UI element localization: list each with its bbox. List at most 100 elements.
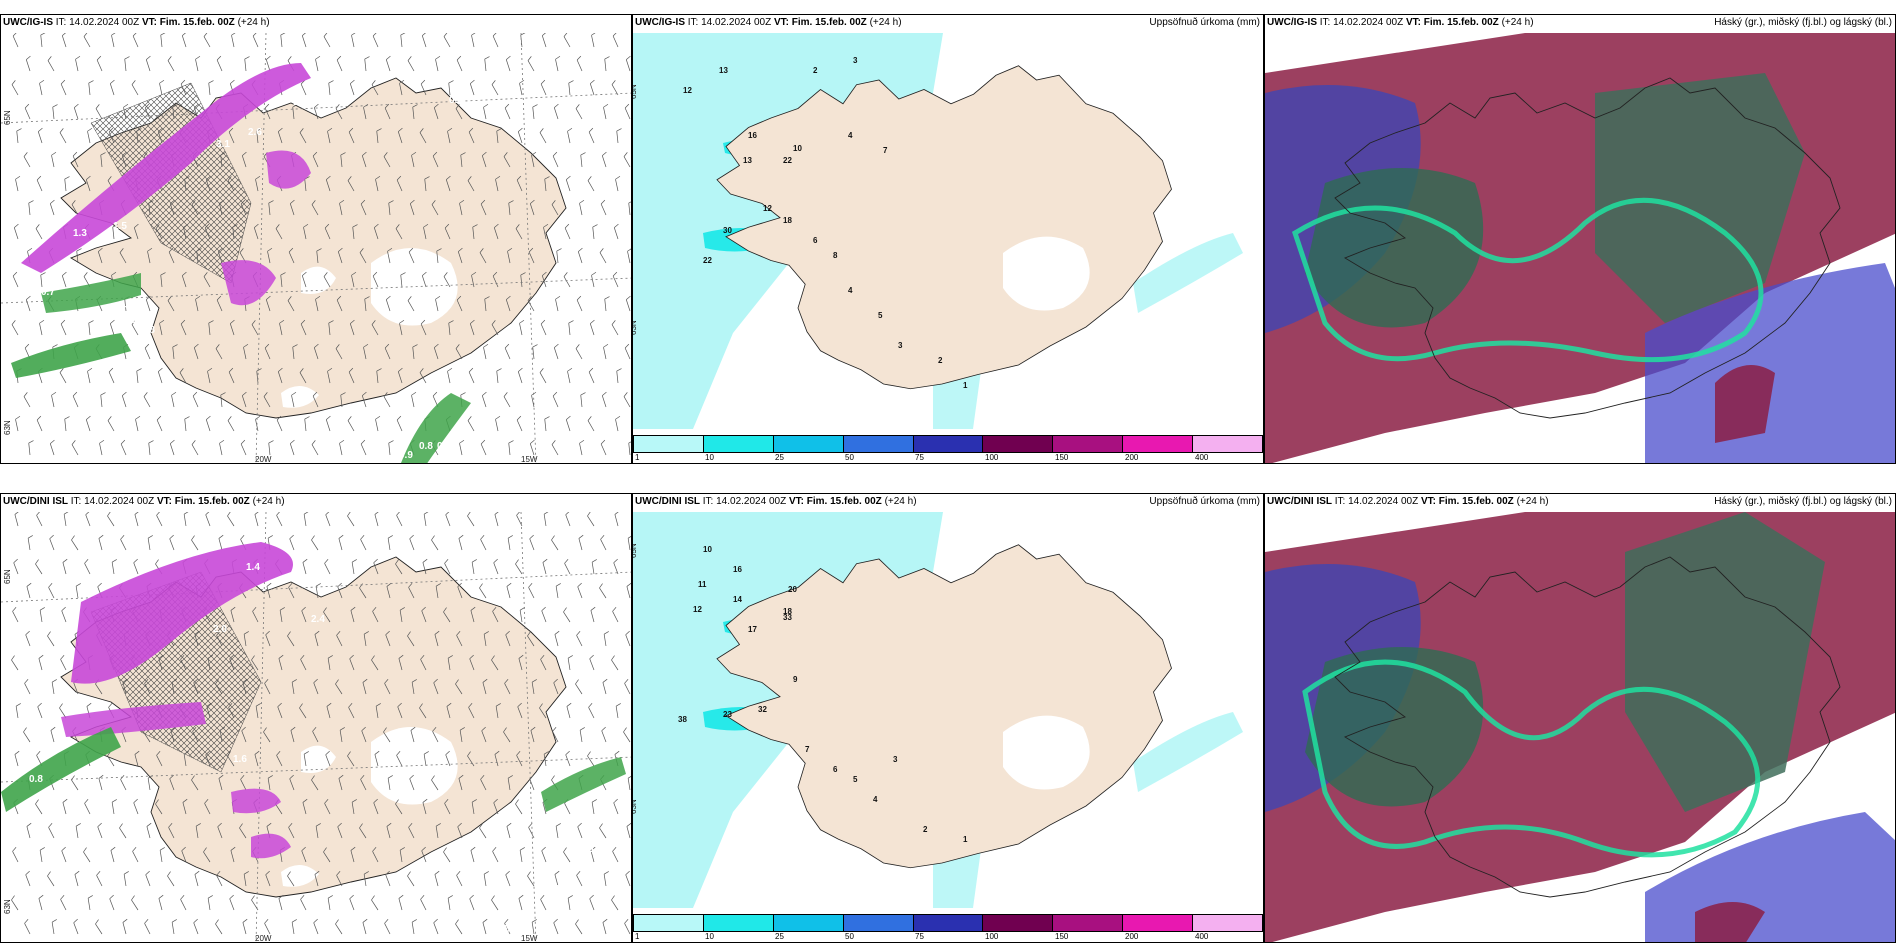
barb-flag <box>541 606 546 612</box>
barb-shaft <box>541 850 547 863</box>
value-label: 1.4 <box>246 562 260 573</box>
wind-barb <box>494 512 500 527</box>
barb-shaft <box>12 35 19 48</box>
wind-barb <box>552 391 559 408</box>
wind-barb <box>555 583 561 599</box>
wind-barb <box>227 176 235 192</box>
barb-flag <box>590 846 596 851</box>
wind-barb <box>480 199 487 216</box>
barb-shaft <box>588 707 595 719</box>
barb-shaft <box>158 658 163 671</box>
barb-shaft <box>207 898 211 911</box>
wind-barb <box>253 223 259 240</box>
barb-flag <box>492 847 497 852</box>
barb-flag <box>159 79 165 84</box>
barb-shaft <box>144 107 151 120</box>
barb-shaft <box>625 634 631 647</box>
barb-shaft <box>435 826 439 839</box>
barb-flag <box>456 631 461 636</box>
barb-flag <box>408 823 413 828</box>
barb-flag <box>395 224 400 229</box>
wind-barb <box>314 630 320 647</box>
wind-barb <box>589 79 595 96</box>
colorbar-segment <box>913 436 984 452</box>
barb-shaft <box>613 227 619 240</box>
barb-shaft <box>111 35 115 48</box>
wind-barb <box>482 678 488 695</box>
barb-shaft <box>287 635 295 647</box>
barb-shaft <box>481 155 487 168</box>
wind-barb <box>145 870 151 887</box>
barb-flag <box>421 846 426 852</box>
wind-barb <box>300 895 307 911</box>
barb-flag <box>287 56 292 61</box>
barb-shaft <box>136 131 139 144</box>
barb-shaft <box>483 874 487 887</box>
wind-barb <box>555 55 561 72</box>
barb-shaft <box>602 922 607 935</box>
barb-shaft <box>409 778 415 791</box>
wind-barb <box>412 344 418 360</box>
wind-barb <box>409 774 415 791</box>
wind-barb <box>613 558 619 575</box>
barb-shaft <box>364 299 367 312</box>
barb-flag <box>73 918 78 924</box>
barb-flag <box>300 895 305 900</box>
barb-flag <box>24 919 29 924</box>
wind-barb <box>323 33 331 48</box>
wind-barb <box>315 583 321 599</box>
wind-barb <box>60 79 67 96</box>
wind-barb <box>324 559 331 575</box>
barb-flag <box>480 199 486 205</box>
barb-shaft <box>587 180 595 192</box>
wind-barb <box>315 295 321 312</box>
barb-shaft <box>169 778 175 791</box>
barb-shaft <box>24 923 31 935</box>
wind-barb <box>517 367 523 384</box>
barb-shaft <box>119 252 127 264</box>
wind-barb <box>159 319 165 336</box>
longitude-line <box>255 33 267 463</box>
wind-barb <box>265 295 271 312</box>
barb-flag <box>265 870 270 876</box>
wind-barb <box>599 248 607 264</box>
barb-flag <box>47 631 51 637</box>
wind-barb <box>311 200 319 216</box>
wind-barb <box>220 392 226 408</box>
barb-flag <box>445 512 450 516</box>
wind-barb <box>15 415 21 432</box>
wind-barb <box>567 895 573 911</box>
barb-flag <box>589 894 594 900</box>
panel-title: UWC/DINI ISL IT: 14.02.2024 00Z VT: Fim.… <box>1267 496 1549 507</box>
barb-shaft <box>122 922 127 935</box>
barb-flag <box>276 751 281 756</box>
wind-barb <box>563 607 571 623</box>
barb-flag <box>203 847 207 853</box>
barb-flag <box>325 512 330 516</box>
wind-barb <box>228 127 235 144</box>
barb-flag <box>240 199 246 205</box>
barb-shaft <box>349 83 355 96</box>
barb-flag <box>268 440 274 444</box>
barb-flag <box>409 774 414 780</box>
barb-shaft <box>315 59 319 72</box>
barb-flag <box>63 512 69 515</box>
barb-flag <box>312 151 318 157</box>
barb-flag <box>52 344 58 348</box>
barb-shaft <box>457 826 463 839</box>
barb-shaft <box>544 179 547 192</box>
high-cloud <box>1695 902 1765 942</box>
wind-barb <box>400 272 406 288</box>
wind-barb <box>531 391 537 408</box>
barb-shaft <box>170 730 175 743</box>
barb-flag <box>373 558 378 564</box>
barb-shaft <box>147 251 151 264</box>
barb-flag <box>503 152 508 157</box>
barb-flag <box>482 918 488 923</box>
barb-shaft <box>169 538 175 551</box>
barb-shaft <box>218 778 223 791</box>
barb-flag <box>396 512 401 516</box>
barb-shaft <box>421 850 427 863</box>
colorbar-label: 75 <box>915 453 924 462</box>
panel-title: UWC/IG-IS IT: 14.02.2024 00Z VT: Fim. 15… <box>1267 17 1534 28</box>
